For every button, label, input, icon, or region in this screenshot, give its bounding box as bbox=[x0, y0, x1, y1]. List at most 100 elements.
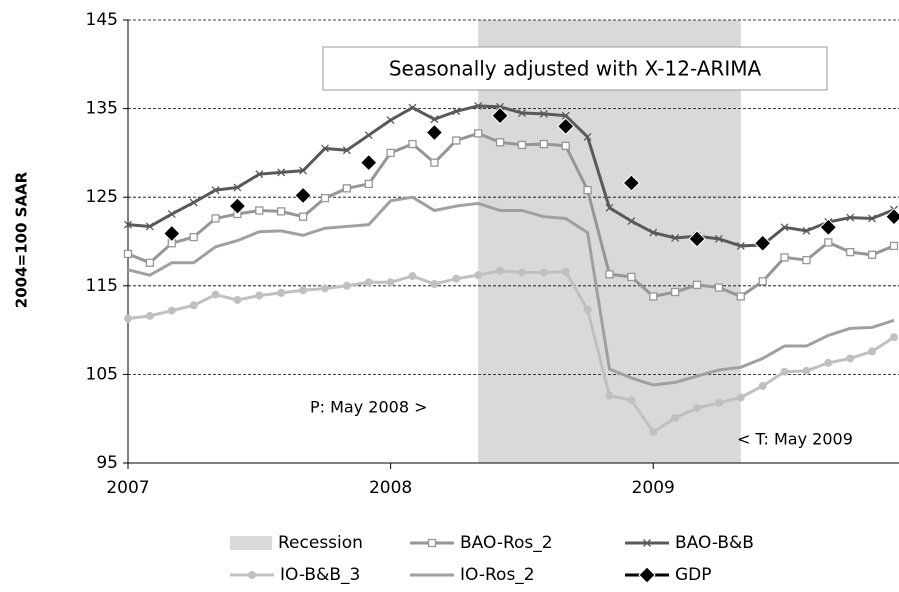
marker bbox=[425, 123, 444, 142]
marker bbox=[780, 253, 789, 262]
marker bbox=[802, 366, 811, 375]
marker bbox=[714, 283, 724, 292]
marker bbox=[649, 427, 658, 436]
marker bbox=[758, 277, 767, 286]
marker bbox=[124, 220, 132, 229]
marker bbox=[189, 232, 198, 242]
marker bbox=[736, 393, 745, 402]
marker bbox=[714, 398, 723, 407]
marker bbox=[364, 278, 373, 287]
marker bbox=[430, 280, 439, 289]
marker bbox=[145, 311, 154, 320]
marker bbox=[867, 250, 877, 259]
marker bbox=[846, 354, 855, 363]
marker bbox=[491, 106, 509, 125]
marker bbox=[360, 153, 378, 172]
marker bbox=[167, 210, 176, 218]
y-tick-label: 135 bbox=[86, 99, 118, 119]
marker bbox=[819, 218, 838, 237]
marker bbox=[638, 566, 656, 584]
marker bbox=[163, 224, 181, 243]
annotation: < T: May 2009 bbox=[737, 430, 853, 449]
x-tick-label: 2008 bbox=[369, 478, 412, 498]
series-line bbox=[127, 195, 895, 387]
marker bbox=[211, 186, 220, 195]
marker bbox=[233, 295, 242, 304]
marker bbox=[342, 281, 351, 290]
marker bbox=[583, 185, 592, 195]
y-tick-label: 145 bbox=[86, 10, 118, 30]
marker bbox=[846, 213, 855, 222]
marker bbox=[342, 184, 351, 193]
marker bbox=[692, 280, 702, 290]
marker bbox=[211, 290, 220, 299]
marker bbox=[474, 271, 483, 280]
marker bbox=[299, 166, 308, 175]
marker bbox=[802, 255, 811, 265]
legend-item: Recession bbox=[230, 533, 363, 553]
marker bbox=[868, 347, 877, 356]
marker bbox=[688, 230, 706, 248]
marker bbox=[693, 404, 702, 413]
marker bbox=[627, 396, 636, 405]
marker bbox=[758, 381, 767, 390]
marker bbox=[736, 241, 745, 250]
x-tick-label: 2009 bbox=[632, 478, 675, 498]
marker bbox=[561, 141, 570, 150]
marker bbox=[299, 286, 308, 295]
legend-label: GDP bbox=[675, 565, 712, 585]
marker bbox=[496, 102, 505, 111]
marker bbox=[780, 223, 789, 232]
marker bbox=[321, 144, 329, 153]
legend-item: BAO-Ros_2 bbox=[410, 533, 553, 553]
y-tick-label: 105 bbox=[86, 364, 118, 384]
marker bbox=[277, 207, 286, 216]
marker bbox=[868, 214, 877, 223]
marker bbox=[255, 170, 264, 179]
marker bbox=[824, 358, 833, 367]
marker bbox=[753, 234, 772, 252]
marker bbox=[605, 203, 614, 212]
legend-item: IO-Ros_2 bbox=[410, 565, 535, 585]
marker bbox=[298, 212, 308, 221]
annotation: P: May 2008 > bbox=[310, 398, 428, 417]
marker bbox=[189, 198, 198, 207]
marker bbox=[517, 140, 527, 150]
legend-label: Recession bbox=[278, 533, 363, 553]
marker bbox=[539, 109, 548, 118]
marker bbox=[561, 111, 570, 120]
marker bbox=[386, 116, 395, 125]
legend-label: IO-B&B_3 bbox=[280, 565, 360, 585]
marker bbox=[539, 139, 548, 149]
marker bbox=[452, 107, 461, 116]
legend-label: IO-Ros_2 bbox=[460, 565, 535, 585]
marker bbox=[496, 266, 505, 275]
marker bbox=[649, 228, 658, 237]
marker bbox=[211, 214, 220, 223]
annotation: Seasonally adjusted with X-12-ARIMA bbox=[389, 57, 762, 81]
marker bbox=[124, 314, 132, 323]
marker bbox=[430, 115, 439, 124]
marker bbox=[517, 109, 526, 117]
marker bbox=[495, 138, 505, 147]
legend-item: IO-B&B_3 bbox=[230, 565, 360, 585]
marker bbox=[846, 247, 855, 257]
marker bbox=[583, 132, 592, 141]
marker bbox=[583, 305, 592, 314]
annotation-box bbox=[322, 46, 828, 91]
marker bbox=[189, 301, 198, 310]
marker bbox=[517, 268, 526, 277]
legend-label: BAO-Ros_2 bbox=[460, 533, 553, 553]
marker bbox=[474, 101, 483, 110]
marker bbox=[320, 284, 329, 293]
marker bbox=[228, 197, 247, 215]
marker bbox=[386, 148, 395, 158]
legend-swatch bbox=[230, 536, 272, 550]
marker bbox=[605, 391, 614, 400]
marker bbox=[670, 287, 680, 297]
y-axis-label: 2004=100 SAAR bbox=[13, 171, 31, 308]
marker bbox=[671, 233, 680, 242]
marker bbox=[889, 241, 899, 251]
marker bbox=[277, 288, 286, 297]
marker bbox=[430, 158, 439, 167]
